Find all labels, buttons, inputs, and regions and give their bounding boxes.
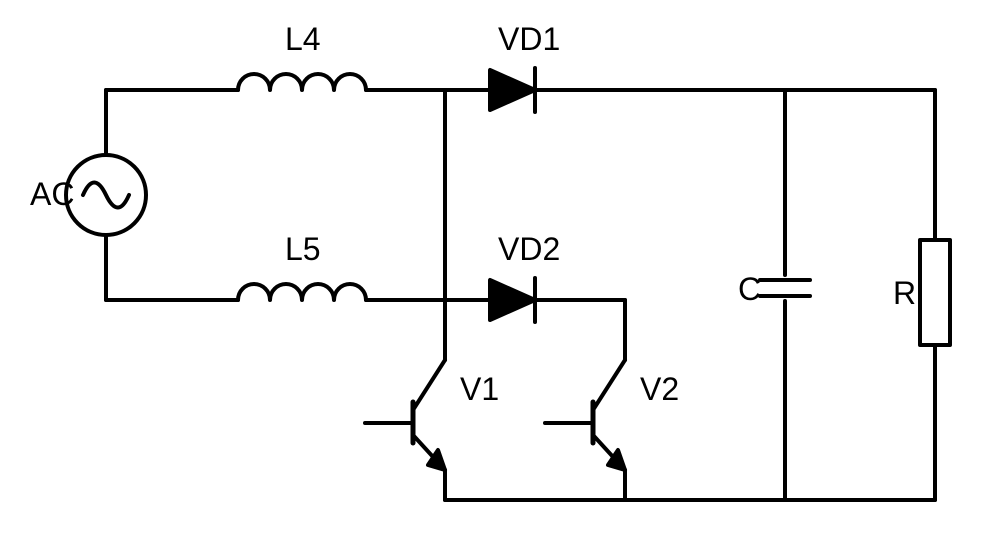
circuit-schematic: AC L4 L5 VD1 VD2 V1 V2 C R — [0, 0, 994, 539]
transistor-v1 — [365, 90, 445, 500]
transistor-v2 — [545, 300, 625, 500]
label-ac: AC — [30, 176, 74, 212]
label-r: R — [893, 275, 916, 311]
label-vd2: VD2 — [498, 231, 560, 267]
label-l4: L4 — [285, 21, 321, 57]
resistor-r — [920, 90, 950, 500]
inductor-l4 — [238, 74, 366, 90]
inductor-l5 — [238, 284, 366, 300]
diode-vd2 — [480, 278, 560, 322]
diode-vd1 — [480, 68, 560, 112]
label-v1: V1 — [460, 371, 499, 407]
label-vd1: VD1 — [498, 21, 560, 57]
label-c: C — [738, 271, 761, 307]
capacitor-c — [760, 90, 810, 500]
ac-source — [66, 90, 146, 300]
label-l5: L5 — [285, 231, 321, 267]
label-v2: V2 — [640, 371, 679, 407]
